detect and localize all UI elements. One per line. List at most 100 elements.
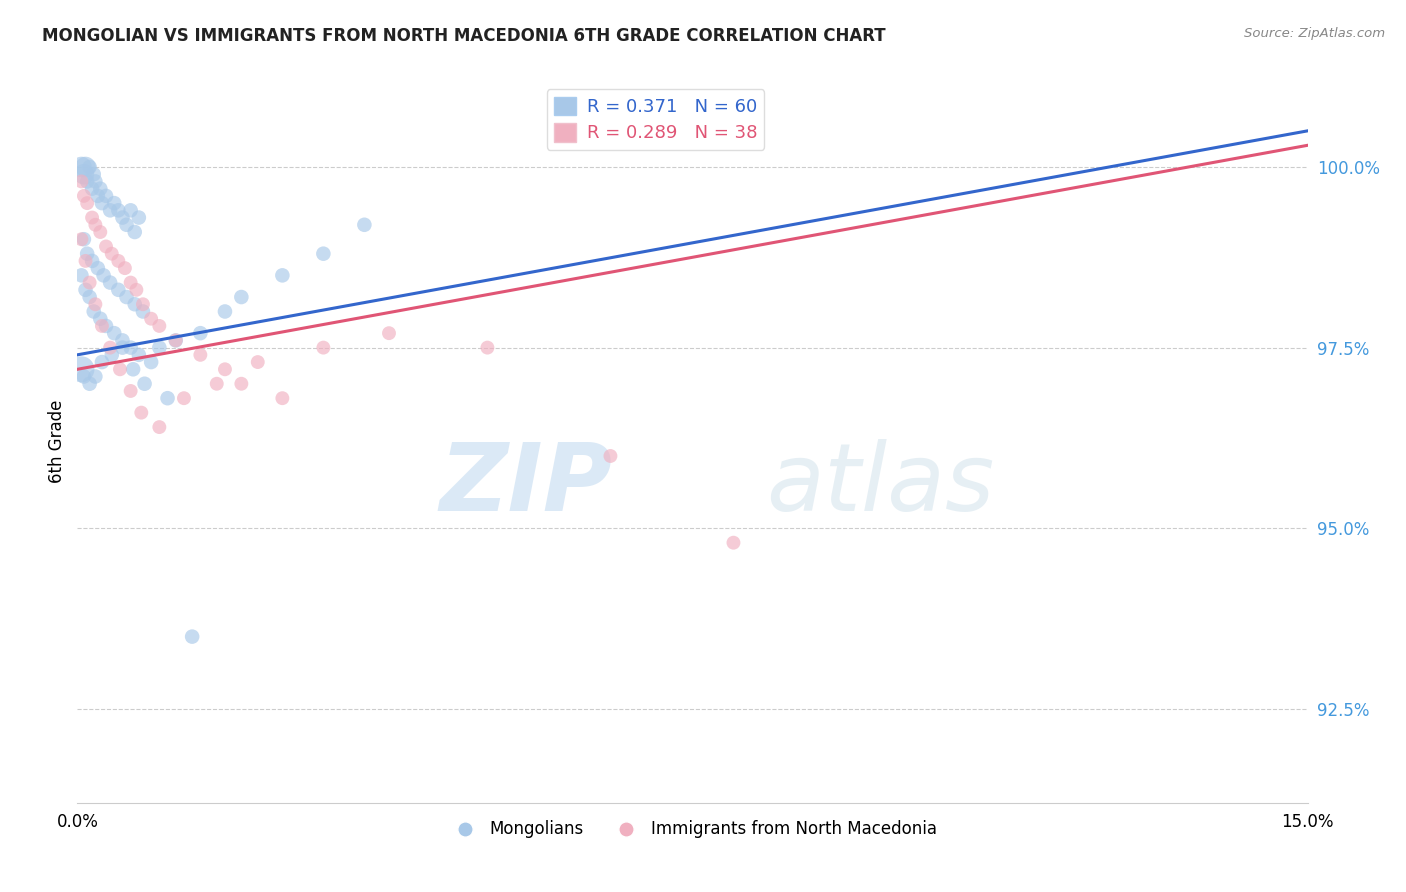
Point	[111, 334, 134, 348]
Text: ZIP: ZIP	[440, 439, 613, 531]
Point	[70, 174, 93, 188]
Point	[353, 218, 375, 232]
Point	[141, 355, 163, 369]
Point	[114, 261, 136, 276]
Point	[120, 341, 142, 355]
Text: MONGOLIAN VS IMMIGRANTS FROM NORTH MACEDONIA 6TH GRADE CORRELATION CHART: MONGOLIAN VS IMMIGRANTS FROM NORTH MACED…	[42, 27, 886, 45]
Point	[70, 362, 93, 376]
Point	[477, 341, 499, 355]
Point	[94, 189, 117, 203]
Point	[89, 311, 111, 326]
Point	[205, 376, 228, 391]
Point	[122, 362, 145, 376]
Point	[73, 369, 96, 384]
Point	[107, 203, 129, 218]
Point	[271, 268, 294, 283]
Point	[70, 232, 93, 246]
Point	[120, 384, 142, 398]
Point	[132, 297, 155, 311]
Point	[103, 326, 125, 341]
Point	[141, 311, 163, 326]
Point	[599, 449, 621, 463]
Point	[75, 283, 97, 297]
Point	[165, 334, 187, 348]
Point	[246, 355, 269, 369]
Point	[82, 182, 104, 196]
Point	[94, 318, 117, 333]
Point	[108, 362, 131, 376]
Point	[84, 369, 107, 384]
Point	[76, 196, 98, 211]
Point	[120, 276, 142, 290]
Point	[70, 268, 93, 283]
Point	[89, 225, 111, 239]
Point	[98, 203, 121, 218]
Point	[84, 297, 107, 311]
Point	[134, 376, 156, 391]
Point	[98, 341, 121, 355]
Point	[90, 355, 114, 369]
Point	[79, 276, 101, 290]
Point	[173, 391, 195, 405]
Point	[231, 376, 253, 391]
Point	[188, 326, 212, 341]
Point	[79, 290, 101, 304]
Point	[98, 276, 121, 290]
Point	[89, 182, 111, 196]
Point	[79, 160, 101, 174]
Text: atlas: atlas	[766, 440, 994, 531]
Point	[124, 297, 146, 311]
Point	[148, 420, 170, 434]
Point	[214, 362, 236, 376]
Point	[111, 341, 134, 355]
Point	[79, 376, 101, 391]
Point	[111, 211, 134, 225]
Point	[312, 246, 335, 260]
Point	[76, 246, 98, 260]
Point	[83, 304, 105, 318]
Point	[125, 283, 148, 297]
Point	[132, 304, 155, 318]
Point	[76, 174, 98, 188]
Point	[128, 211, 150, 225]
Point	[82, 211, 104, 225]
Point	[101, 246, 124, 260]
Point	[93, 268, 115, 283]
Point	[90, 318, 114, 333]
Point	[87, 261, 110, 276]
Text: Source: ZipAtlas.com: Source: ZipAtlas.com	[1244, 27, 1385, 40]
Legend: Mongolians, Immigrants from North Macedonia: Mongolians, Immigrants from North Macedo…	[441, 814, 943, 845]
Point	[271, 391, 294, 405]
Point	[70, 160, 93, 174]
Point	[181, 630, 204, 644]
Point	[148, 341, 170, 355]
Point	[120, 203, 142, 218]
Point	[115, 218, 138, 232]
Point	[73, 167, 96, 181]
Point	[107, 283, 129, 297]
Point	[75, 254, 97, 268]
Point	[84, 174, 107, 188]
Point	[129, 406, 153, 420]
Point	[73, 232, 96, 246]
Point	[101, 348, 124, 362]
Point	[73, 189, 96, 203]
Point	[148, 318, 170, 333]
Point	[84, 218, 107, 232]
Point	[156, 391, 179, 405]
Point	[83, 167, 105, 181]
Point	[128, 348, 150, 362]
Point	[214, 304, 236, 318]
Point	[312, 341, 335, 355]
Point	[90, 196, 114, 211]
Point	[87, 189, 110, 203]
Point	[124, 225, 146, 239]
Point	[188, 348, 212, 362]
Point	[231, 290, 253, 304]
Point	[723, 535, 745, 549]
Point	[82, 254, 104, 268]
Y-axis label: 6th Grade: 6th Grade	[48, 400, 66, 483]
Point	[378, 326, 401, 341]
Point	[75, 160, 97, 174]
Point	[107, 254, 129, 268]
